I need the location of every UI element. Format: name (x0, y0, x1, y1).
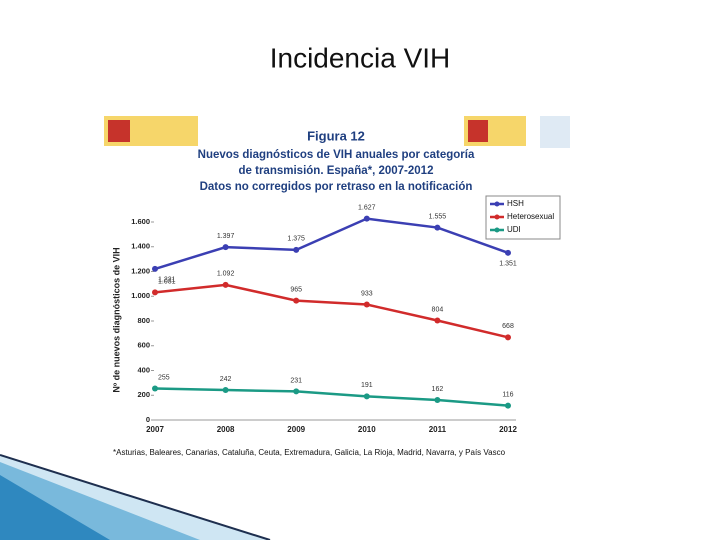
data-point (152, 289, 158, 296)
y-tick-label: 800 (137, 316, 150, 325)
data-point (222, 387, 229, 394)
y-tick-label: 1.400 (131, 242, 150, 251)
data-label: 933 (361, 290, 373, 297)
y-tick-label: 1.000 (131, 291, 150, 300)
data-label: 1.375 (287, 236, 305, 243)
data-label: 1.397 (217, 233, 235, 240)
data-point (293, 388, 300, 395)
x-tick-label: 2011 (429, 425, 447, 434)
data-point (152, 385, 158, 392)
data-point (505, 402, 511, 409)
data-label: 804 (432, 306, 444, 313)
data-point (434, 396, 441, 403)
data-point (363, 301, 370, 308)
chart-title: Figura 12 (307, 128, 365, 143)
data-label: 255 (158, 374, 170, 381)
chart-subtitle: Nuevos diagnósticos de VIH anuales por c… (198, 149, 475, 161)
x-tick-label: 2008 (217, 425, 235, 434)
data-point (434, 224, 441, 231)
data-label: 1.092 (217, 271, 235, 278)
data-label: 668 (502, 323, 514, 330)
series-line (154, 387, 509, 407)
data-label: 1.555 (429, 213, 447, 220)
slide-title: Incidencia VIH (270, 42, 451, 73)
data-label: 965 (290, 286, 302, 293)
chart-subtitle: Datos no corregidos por retraso en la no… (200, 181, 473, 193)
data-label: 1.627 (358, 205, 376, 212)
decoration (0, 454, 271, 541)
data-label: 1.221 (158, 277, 176, 284)
data-point (222, 244, 229, 251)
x-tick-label: 2012 (499, 425, 517, 434)
legend-label: HSH (507, 199, 524, 208)
data-point (293, 246, 300, 253)
legend-label: UDI (507, 225, 521, 234)
data-label: 1.031 (158, 278, 176, 285)
legend-marker (494, 201, 500, 207)
series-line (154, 283, 509, 339)
legend-marker (494, 227, 500, 233)
data-point (222, 281, 229, 288)
footnote: *Asturias, Baleares, Canarias, Cataluña,… (113, 448, 506, 457)
y-tick-label: 1.600 (131, 217, 150, 226)
data-point (505, 249, 511, 256)
y-tick-label: 0 (146, 415, 150, 424)
data-point (434, 317, 441, 324)
data-point (152, 265, 158, 272)
data-label: 1.351 (499, 261, 517, 268)
data-label: 162 (432, 386, 444, 393)
data-label: 231 (290, 377, 302, 384)
y-tick-label: 1.200 (131, 266, 150, 275)
y-tick-label: 600 (137, 341, 150, 350)
data-point (293, 297, 300, 304)
y-tick-label: 400 (137, 365, 150, 374)
x-tick-label: 2010 (358, 425, 376, 434)
y-tick-label: 200 (137, 390, 150, 399)
series-line (154, 217, 509, 271)
data-point (505, 334, 511, 341)
chart-subtitle: de transmisión. España*, 2007-2012 (239, 165, 434, 177)
legend-label: Heterosexual (507, 212, 554, 221)
logo-left (104, 116, 198, 146)
logo-right (464, 116, 570, 148)
data-label: 242 (220, 376, 232, 383)
legend-marker (494, 214, 500, 220)
data-label: 116 (502, 391, 513, 398)
x-tick-label: 2007 (146, 425, 164, 434)
data-point (363, 215, 370, 222)
data-label: 191 (361, 382, 373, 389)
x-tick-label: 2009 (287, 425, 305, 434)
data-point (363, 393, 370, 400)
y-axis-label: Nº de nuevos diagnósticos de VIH (111, 247, 121, 392)
